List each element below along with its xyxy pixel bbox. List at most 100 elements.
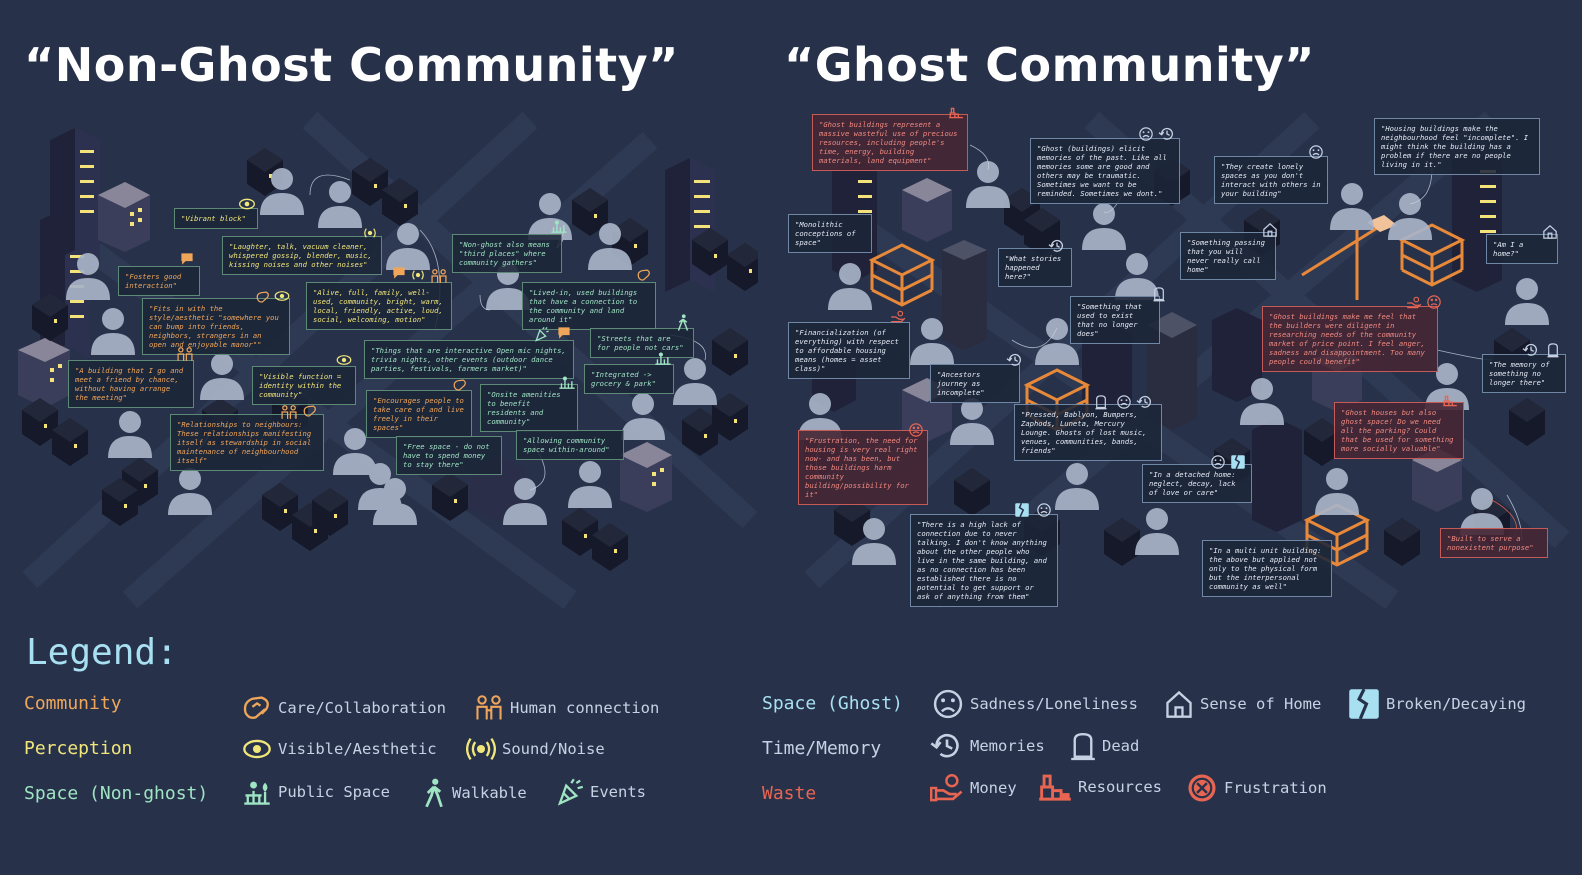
resources-icon — [1039, 774, 1071, 801]
home-icon — [1263, 223, 1277, 237]
care-collaboration-icon — [256, 291, 269, 303]
note-fits-in-style: "Fits in with the style/aesthetic "somew… — [142, 298, 290, 355]
sad-face-icon — [1117, 395, 1131, 409]
note-visible-function: "Visible function = identity within the … — [252, 366, 356, 405]
sound-icon — [466, 737, 496, 761]
legend-label-public-space: Public Space — [278, 783, 390, 801]
care-collaboration-icon — [243, 696, 269, 719]
money-icon — [1407, 296, 1422, 309]
sad-face-icon — [1309, 145, 1323, 159]
note-things-interactive: "Things that are interactive Open mic ni… — [364, 340, 574, 379]
tombstone-icon — [1071, 732, 1095, 761]
human-connection-icon — [281, 405, 297, 419]
legend-label-events: Events — [590, 783, 646, 801]
memories-icon — [1006, 353, 1021, 366]
note-alive-full: "Alive, full, family, well-used, communi… — [306, 282, 452, 330]
note-onsite-amenities: "Onsite amenities to benefit residents a… — [480, 384, 578, 432]
memories-icon — [1522, 343, 1537, 356]
legend-label-care-collaboration: Care/Collaboration — [278, 699, 446, 717]
memories-icon — [1136, 395, 1151, 408]
note-streets-people: "Streets that are for people not cars" — [590, 328, 694, 358]
tombstone-icon — [1095, 395, 1107, 410]
legend-item-human-connection: Human connection — [474, 694, 659, 722]
legend-category-time-memory: Time/Memory — [762, 738, 882, 759]
sad-face-icon — [1037, 503, 1051, 517]
legend-item-walkable: Walkable — [422, 778, 527, 808]
eye-icon — [274, 291, 290, 301]
note-ancestors-journey: "Ancestors journey as incomplete" — [930, 364, 1020, 403]
eye-icon — [336, 355, 352, 365]
care-collaboration-icon — [303, 405, 316, 417]
note-third-places: "Non-ghost also means "third places" whe… — [452, 234, 562, 273]
walkable-icon — [677, 314, 689, 331]
note-vibrant-block: "Vibrant block" — [174, 208, 258, 229]
note-what-stories: "What stories happened here?" — [998, 248, 1072, 287]
sad-face-icon — [1211, 455, 1225, 469]
home-icon — [1543, 225, 1557, 239]
sound-icon — [412, 270, 424, 280]
legend-item-events: Events — [556, 778, 646, 806]
ghost-scene: "Ghost buildings represent a massive was… — [788, 100, 1570, 610]
legend-label-visible-aesthetic: Visible/Aesthetic — [278, 740, 437, 758]
legend-item-broken-decaying: Broken/Decaying — [1348, 688, 1526, 720]
legend-item-frustration: Frustration — [1186, 772, 1327, 804]
frustration-icon — [1188, 774, 1216, 802]
note-lack-of-connection: "There is a high lack of connection due … — [910, 514, 1058, 607]
eye-icon — [243, 739, 271, 759]
money-icon — [891, 310, 906, 323]
note-memory-no-longer: "The memory of something no longer there… — [1482, 354, 1566, 393]
chat-icon — [558, 327, 570, 339]
note-used-to-exist: "Something that used to exist that no lo… — [1070, 296, 1160, 344]
note-ghost-space-parking: "Ghost houses but also ghost space! Do w… — [1334, 402, 1464, 459]
public-space-icon — [244, 781, 270, 805]
eye-icon — [239, 198, 255, 210]
legend-label-sound-noise: Sound/Noise — [502, 740, 605, 758]
tombstone-icon — [1153, 287, 1165, 302]
note-integrated: "Integrated -> grocery & park" — [584, 364, 674, 394]
note-fosters-interaction: "Fosters good interaction" — [118, 266, 200, 296]
broken-icon — [1015, 502, 1029, 518]
chat-icon — [181, 253, 193, 265]
legend-category-perception: Perception — [24, 738, 133, 759]
chat-icon — [393, 267, 405, 279]
money-icon — [930, 774, 963, 802]
legend-label-memories: Memories — [970, 737, 1045, 755]
public-space-icon — [559, 376, 575, 389]
care-collaboration-icon — [637, 269, 650, 281]
legend-title: Legend: — [26, 632, 178, 673]
memories-icon — [1048, 239, 1063, 252]
broken-icon — [1231, 454, 1245, 470]
legend-label-sense-of-home: Sense of Home — [1200, 695, 1322, 713]
legend-item-sadness-loneliness: Sadness/Loneliness — [932, 688, 1138, 720]
note-builders-diligent: "Ghost buildings make me feel that the b… — [1262, 306, 1438, 372]
walkable-icon — [425, 778, 443, 808]
legend-label-human-connection: Human connection — [510, 699, 660, 717]
note-building-meet-friend: "A building that I go and meet a friend … — [68, 360, 194, 408]
note-something-passing: "Something passing that you will never r… — [1180, 232, 1276, 280]
sad-face-icon — [1139, 127, 1153, 141]
human-connection-icon — [476, 695, 502, 720]
legend-item-public-space: Public Space — [242, 778, 390, 806]
nonghost-title: “Non-Ghost Community” — [24, 38, 679, 92]
legend-category-space-nonghost: Space (Non-ghost) — [24, 783, 209, 804]
note-nonexistent-purpose: "Built to serve a nonexistent purpose" — [1440, 528, 1548, 558]
note-financialization: "Financialization (of everything) with r… — [788, 322, 910, 379]
human-connection-icon — [177, 347, 193, 361]
note-monolithic: "Monolithic conceptions of space" — [788, 214, 872, 253]
frustration-icon — [909, 423, 923, 437]
legend-label-money: Money — [970, 779, 1017, 797]
legend-label-sadness-loneliness: Sadness/Loneliness — [970, 695, 1138, 713]
legend-item-sense-of-home: Sense of Home — [1164, 688, 1321, 720]
frustration-icon — [1427, 295, 1441, 309]
legend-item-resources: Resources — [1038, 772, 1162, 802]
legend-label-frustration: Frustration — [1224, 779, 1327, 797]
tombstone-icon — [1547, 343, 1559, 358]
note-frustration-housing: "Frustration, the need for housing is ve… — [798, 430, 928, 505]
care-collaboration-icon — [453, 379, 466, 391]
note-lonely-spaces: "They create lonely spaces as you don't … — [1214, 156, 1328, 204]
nonghost-scene: "Vibrant block" "Laughter, talk, vacuum … — [10, 100, 758, 610]
public-space-icon — [551, 220, 567, 233]
legend-item-sound-noise: Sound/Noise — [466, 735, 605, 763]
note-lived-in: "Lived-in, used buildings that have a co… — [522, 282, 656, 330]
legend-item-care-collaboration: Care/Collaboration — [242, 694, 446, 722]
